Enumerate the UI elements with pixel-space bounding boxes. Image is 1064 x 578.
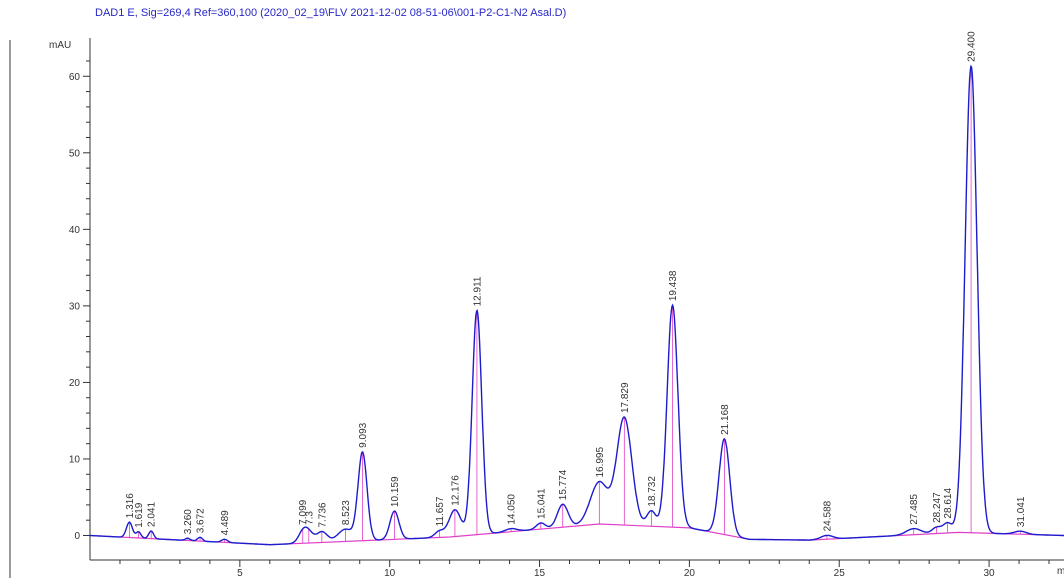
- y-tick-label: 50: [69, 148, 81, 159]
- peak-label: 24.588: [822, 500, 833, 531]
- peak-label: 4.489: [220, 510, 231, 535]
- signal-series: [90, 64, 1064, 546]
- peak-label: 19.438: [668, 270, 679, 301]
- peak-label: 27.485: [909, 494, 920, 525]
- x-tick-label: 5: [237, 568, 243, 578]
- peak-label: 2.041: [147, 502, 158, 527]
- peak-label: 11.657: [435, 496, 446, 526]
- peak-label: 31.041: [1016, 496, 1027, 527]
- peak-label: 16.995: [595, 447, 606, 478]
- peak-label: 7.736: [317, 502, 328, 527]
- peak-label: 10.159: [390, 476, 401, 507]
- y-tick-label: 20: [69, 378, 81, 389]
- peak-label: 15.041: [536, 488, 547, 519]
- peak-label: 1.619: [134, 502, 145, 527]
- y-tick-label: 10: [69, 454, 81, 465]
- peak-label: 9.093: [358, 422, 369, 447]
- peak-label: 8.523: [341, 500, 352, 525]
- peak-label: 17.829: [620, 382, 631, 413]
- x-axis-unit: m: [1057, 566, 1064, 577]
- x-tick-label: 30: [984, 568, 996, 578]
- x-tick-label: 10: [384, 568, 396, 578]
- peak-label: 1.316: [125, 493, 136, 518]
- y-tick-label: 0: [74, 531, 80, 542]
- peak-label: 7.099: [298, 499, 309, 524]
- peak-label: 28.247: [932, 492, 943, 523]
- x-tick-label: 15: [534, 568, 546, 578]
- peak-label: 3.672: [196, 508, 207, 533]
- chart-title: DAD1 E, Sig=269,4 Ref=360,100 (2020_02_1…: [95, 7, 566, 19]
- y-ticks: 0 10 20 30 40 50 60: [69, 72, 90, 542]
- peak-label: 3.260: [183, 509, 194, 534]
- minor-ticks: [86, 60, 1050, 564]
- peak-label: 12.176: [450, 475, 461, 506]
- peak-label: 28.614: [943, 488, 954, 519]
- x-tick-label: 20: [684, 568, 696, 578]
- y-tick-label: 60: [69, 72, 81, 83]
- peak-label: 15.774: [558, 469, 569, 500]
- peak-label: 14.050: [507, 494, 518, 525]
- x-ticks: 5 10 15 20 25 30: [237, 560, 995, 578]
- peak-label: 12.911: [472, 276, 483, 306]
- x-tick-label: 25: [834, 568, 846, 578]
- peak-label: 21.168: [720, 404, 731, 435]
- y-tick-label: 30: [69, 301, 81, 312]
- peak-label: 29.400: [967, 31, 978, 62]
- peak-drop-lines: [129, 65, 1021, 544]
- peak-label: 7.3: [304, 511, 315, 525]
- peak-label: 18.732: [647, 476, 658, 507]
- y-axis-label: mAU: [49, 40, 71, 51]
- y-tick-label: 40: [69, 225, 81, 236]
- baseline-series: [89, 523, 1064, 546]
